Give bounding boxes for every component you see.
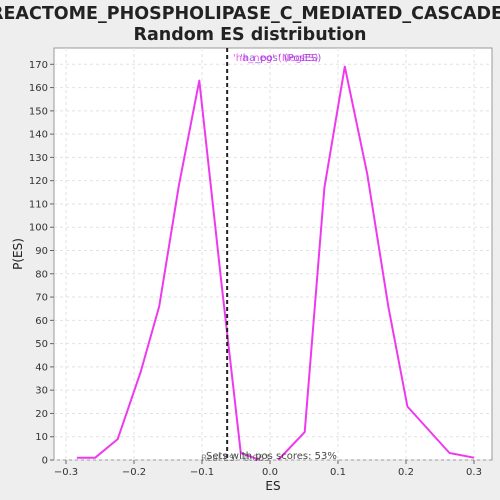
x-axis-label: ES xyxy=(265,479,280,493)
chart-title-line-1: REACTOME_PHOSPHOLIPASE_C_MEDIATED_CASCAD… xyxy=(0,4,500,24)
x-tick-label: 0.2 xyxy=(398,467,414,478)
y-tick-label: 100 xyxy=(29,223,48,234)
x-tick-label: 0.0 xyxy=(262,467,278,478)
legend-pos: 'ha_pos' (PosES) xyxy=(240,53,321,64)
series-line-2 xyxy=(277,65,475,461)
x-tick-label: −0.3 xyxy=(54,467,78,478)
y-tick-label: 0 xyxy=(42,456,48,467)
y-tick-label: 170 xyxy=(29,60,48,71)
y-tick-label: 20 xyxy=(35,409,48,420)
series-line-1 xyxy=(76,79,261,461)
annotation-pos-scores: Sets with pos scores: 53% xyxy=(206,451,337,462)
y-tick-label: 60 xyxy=(35,316,48,327)
x-tick-label: −0.1 xyxy=(190,467,214,478)
series-lines xyxy=(76,65,475,461)
annotation-real-es: Real ES: -0.063 xyxy=(201,454,270,464)
y-tick-label: 130 xyxy=(29,153,48,164)
y-tick-label: 50 xyxy=(35,339,48,350)
y-tick-label: 70 xyxy=(35,293,48,304)
y-axis-label: P(ES) xyxy=(11,238,25,270)
y-tick-label: 10 xyxy=(35,432,48,443)
y-tick-label: 110 xyxy=(29,199,48,210)
y-tick-label: 80 xyxy=(35,269,48,280)
y-tick-label: 160 xyxy=(29,83,48,94)
y-tick-label: 30 xyxy=(35,386,48,397)
y-tick-label: 150 xyxy=(29,106,48,117)
x-tick-label: −0.2 xyxy=(122,467,146,478)
x-tick-label: 0.3 xyxy=(466,467,482,478)
y-tick-label: 90 xyxy=(35,246,48,257)
y-axis-ticks: 0 10 20 30 40 50 60 70 80 90 100 110 120 130 140 150 160… xyxy=(29,60,54,467)
chart-title-line-2: Random ES distribution xyxy=(133,25,366,45)
y-tick-label: 120 xyxy=(29,176,48,187)
x-tick-label: 0.1 xyxy=(330,467,346,478)
plot-area xyxy=(53,47,493,461)
legend-neg: 'ha_neg' (NegES) xyxy=(233,53,319,64)
y-tick-label: 140 xyxy=(29,130,48,141)
x-axis-ticks: −0.3 −0.2 −0.1 0.0 0.1 0.2 0.3 xyxy=(54,460,482,478)
y-tick-label: 40 xyxy=(35,362,48,373)
grid-lines xyxy=(54,48,492,461)
